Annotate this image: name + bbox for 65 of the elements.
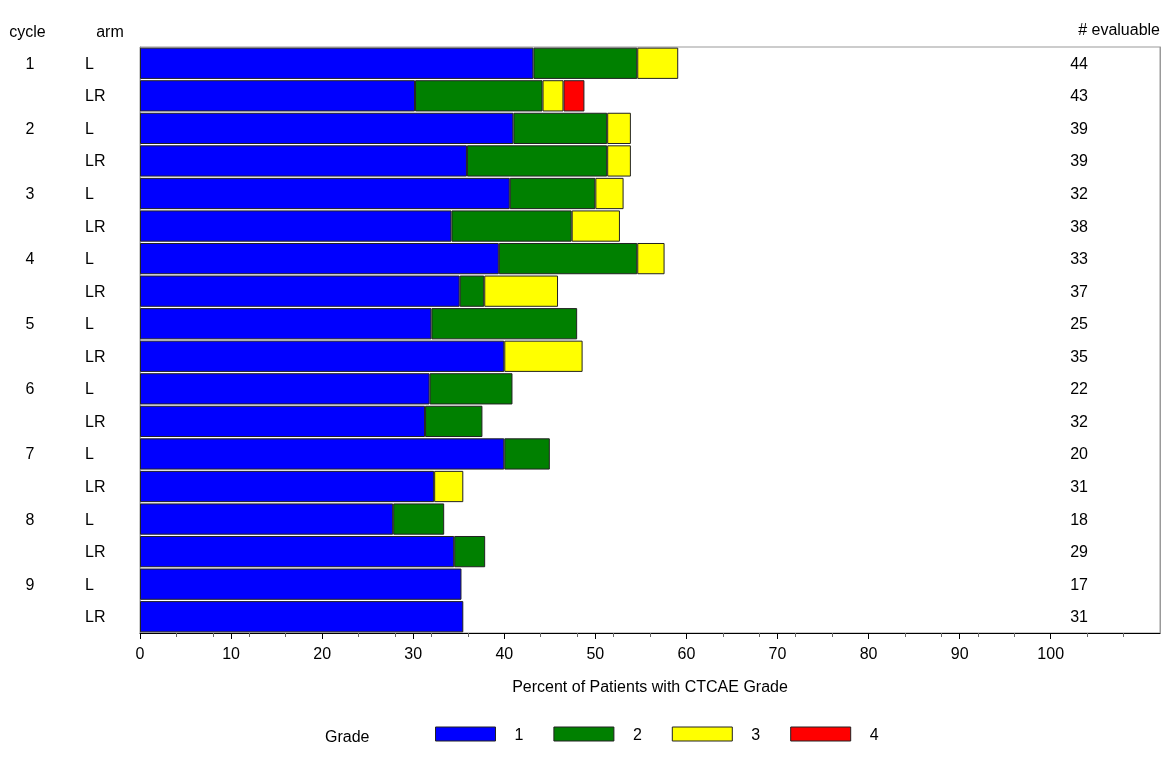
y-axis-title: arm <box>96 22 124 40</box>
y2-tick-label: 43 <box>1070 87 1089 105</box>
x-axis-title: Percent of Patients with CTCAE Grade <box>512 677 788 695</box>
text: 2 <box>25 119 35 137</box>
text: 5 <box>25 315 35 333</box>
y-tick-label: L <box>85 575 94 593</box>
y-tick-label: L <box>85 380 94 398</box>
y2-tick-label: 38 <box>1070 217 1089 235</box>
y-tick-label: LR <box>85 543 106 561</box>
y2-tick-label: 31 <box>1070 608 1089 626</box>
x-tick-label: 90 <box>950 644 969 662</box>
y2-tick-label: 32 <box>1070 412 1089 430</box>
text: 9 <box>25 575 35 593</box>
legend-title: Grade <box>325 727 370 745</box>
y-tick-label: L <box>85 510 94 528</box>
x-tick-label: 70 <box>768 644 787 662</box>
y-tick-label: LR <box>85 478 106 495</box>
legend-label: 2 <box>632 725 642 743</box>
y2-tick-label: 25 <box>1070 315 1089 333</box>
y-tick-label: LR <box>85 347 106 365</box>
text: 3 <box>25 185 35 202</box>
y2-tick-label: 17 <box>1070 575 1089 593</box>
y2-tick-label: 31 <box>1070 478 1089 495</box>
y-tick-label: L <box>85 54 94 72</box>
x-tick-label: 40 <box>495 644 514 662</box>
y2-tick-label: 44 <box>1070 54 1089 72</box>
y-tick-label: L <box>85 250 94 268</box>
x-tick-label: 80 <box>859 644 878 662</box>
y2-axis-title: # evaluable <box>1078 20 1161 38</box>
y-tick-label: LR <box>85 412 106 430</box>
text: 4 <box>25 250 35 268</box>
y-tick-label: LR <box>85 217 106 235</box>
y2-tick-label: 29 <box>1070 543 1089 561</box>
x-tick-label: 20 <box>313 644 332 662</box>
y-tick-label: LR <box>85 87 106 105</box>
y2-tick-label: 35 <box>1070 347 1089 365</box>
text: 1 <box>25 54 35 72</box>
x-tick-label: 50 <box>586 644 605 662</box>
y-tick-label: LR <box>85 282 106 300</box>
x-tick-label: 60 <box>677 644 696 662</box>
y-tick-label: L <box>85 185 94 202</box>
text: cycle <box>9 22 46 40</box>
text: 6 <box>25 380 35 398</box>
y-tick-label: L <box>85 315 94 333</box>
y2-tick-label: 32 <box>1070 185 1089 202</box>
y2-tick-label: 39 <box>1070 119 1089 137</box>
y-tick-label: LR <box>85 608 106 626</box>
y2-tick-label: 39 <box>1070 152 1089 170</box>
y2-tick-label: 22 <box>1070 380 1089 398</box>
y-tick-label: L <box>85 445 94 463</box>
y2-tick-label: 33 <box>1070 250 1089 268</box>
x-tick-label: 100 <box>1037 644 1065 662</box>
text: 8 <box>25 510 35 528</box>
text: 7 <box>25 445 35 463</box>
legend-label: 4 <box>869 725 879 743</box>
y2-tick-label: 20 <box>1070 445 1089 463</box>
y-tick-label: L <box>85 119 94 137</box>
legend-label: 1 <box>514 725 524 743</box>
y2-tick-label: 18 <box>1070 510 1089 528</box>
legend-label: 3 <box>751 725 761 743</box>
x-tick-label: 30 <box>404 644 423 662</box>
y2-tick-label: 37 <box>1070 282 1089 300</box>
x-tick-label: 10 <box>222 644 241 662</box>
y-tick-label: LR <box>85 152 106 170</box>
x-tick-label: 0 <box>135 644 145 662</box>
